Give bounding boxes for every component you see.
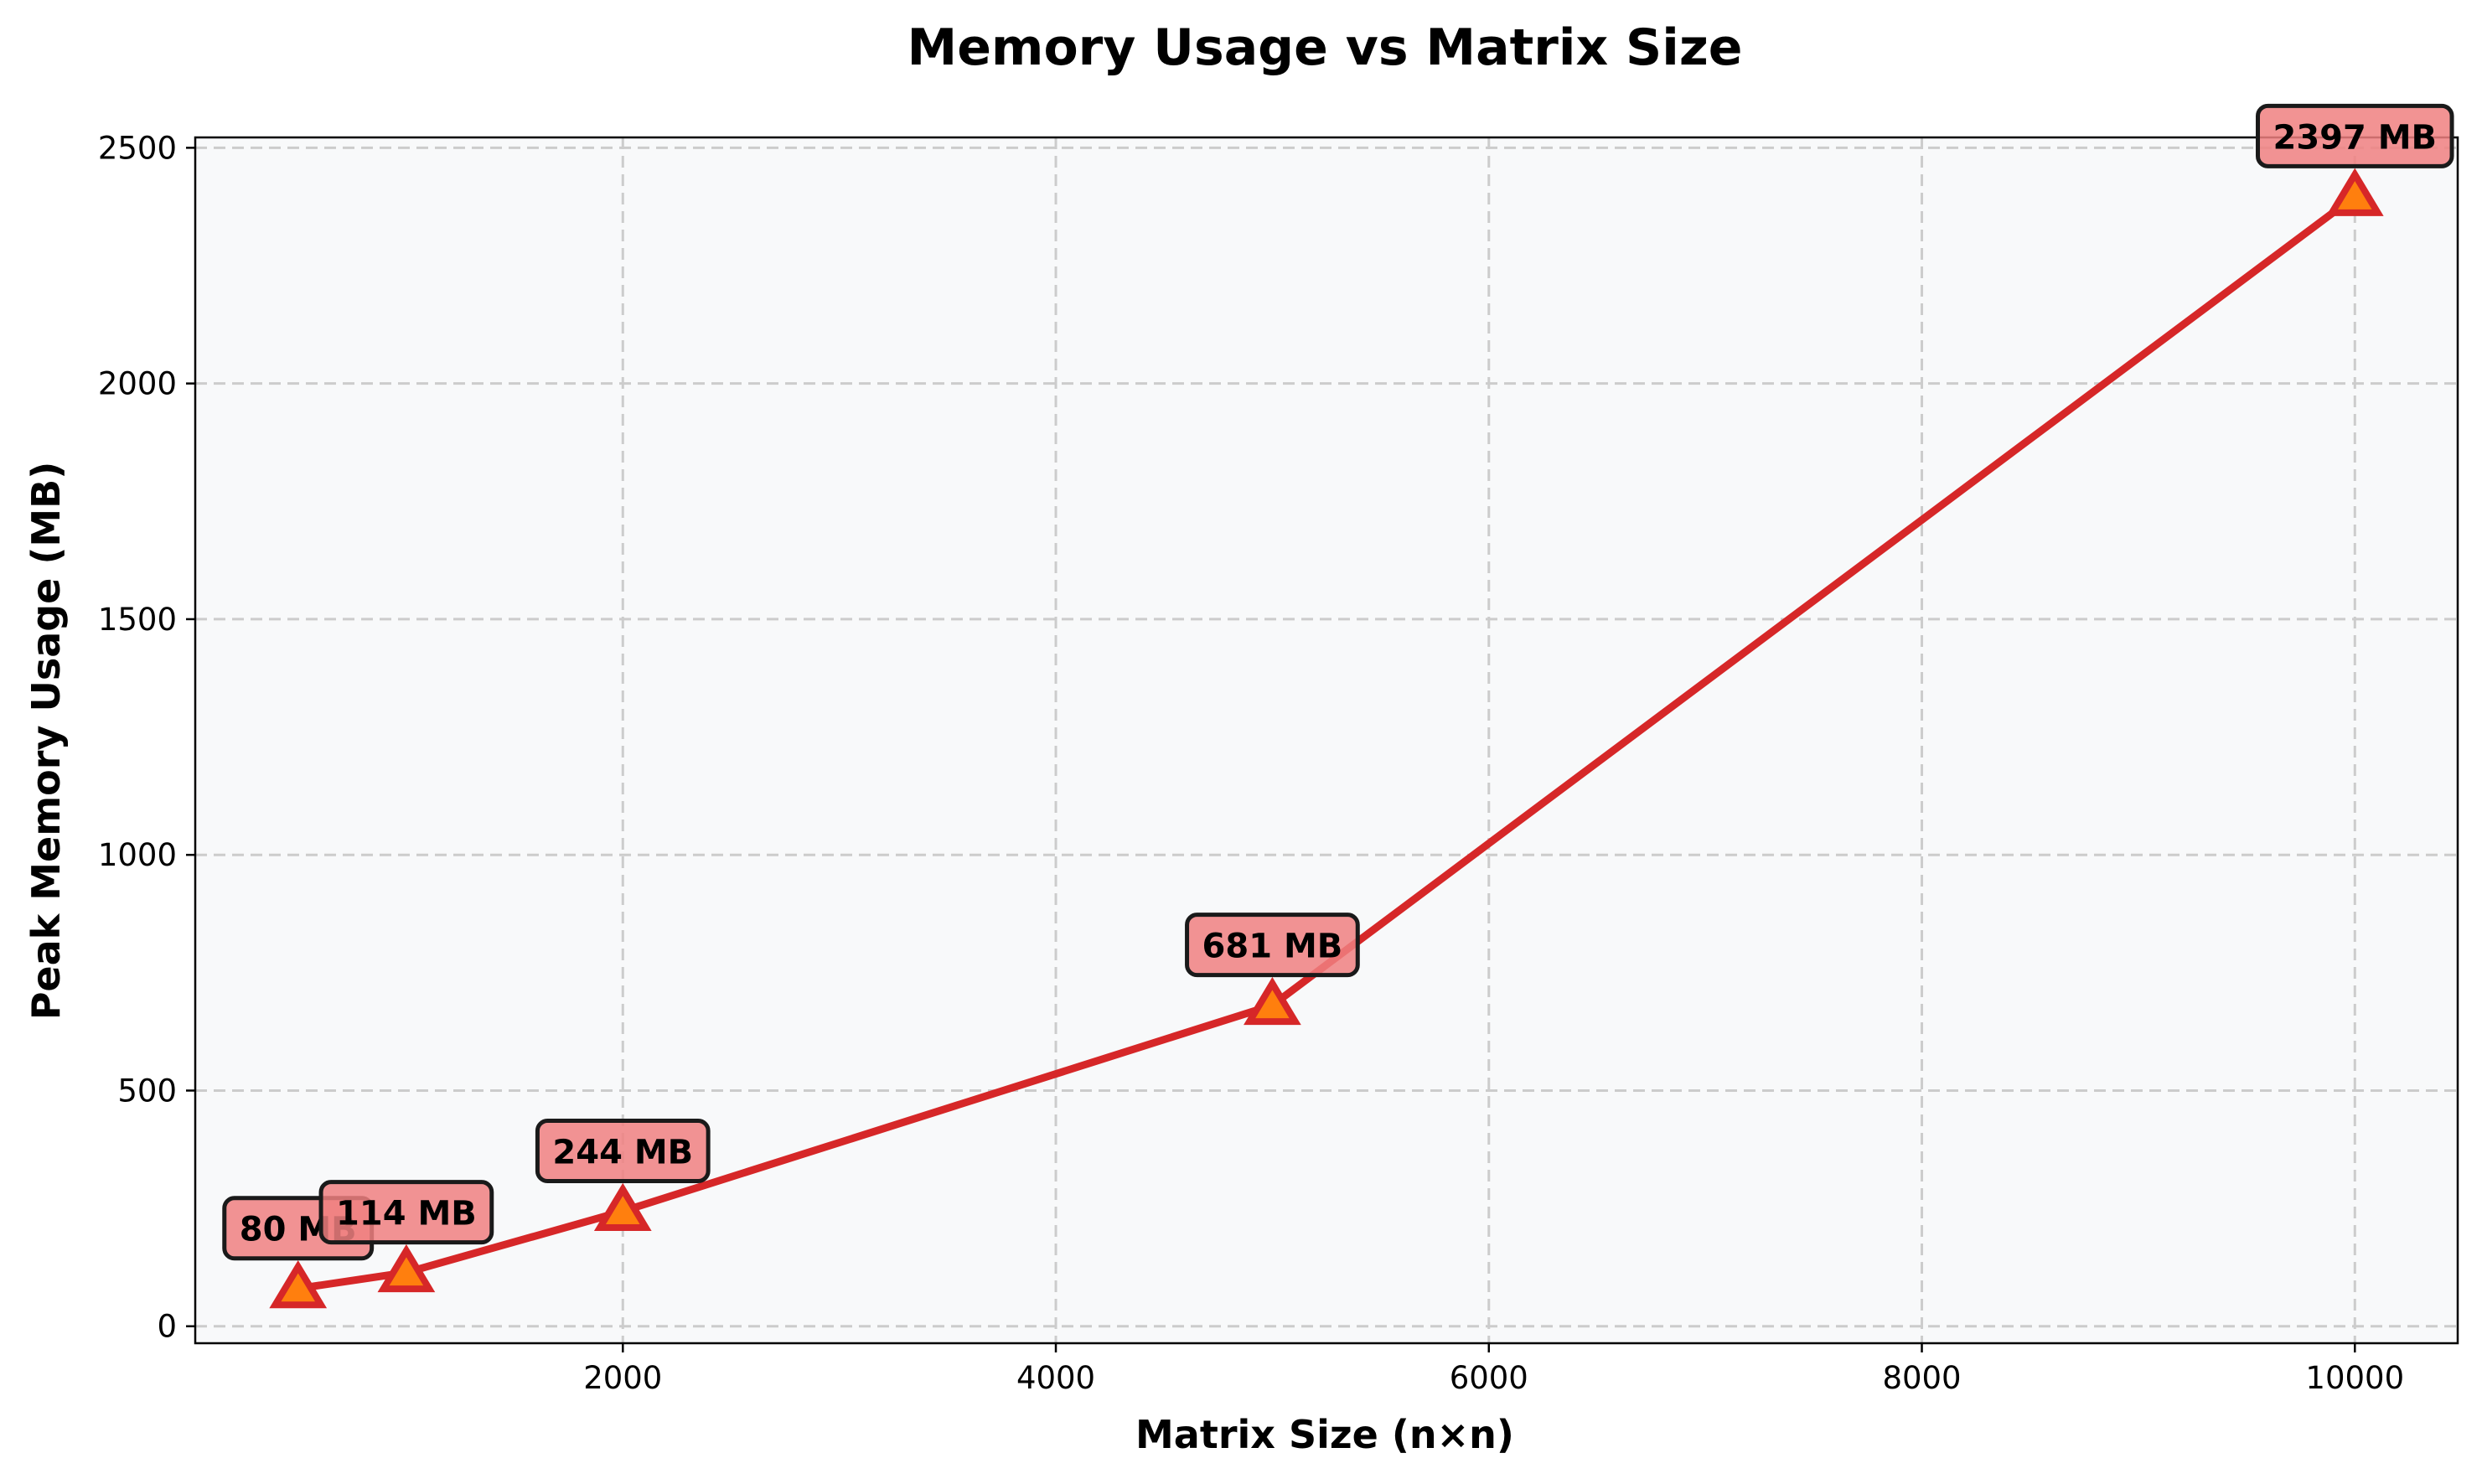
data-point-marker [377, 1244, 436, 1293]
y-tick-label: 2000 [98, 366, 177, 402]
y-tick-label: 2500 [98, 130, 177, 166]
data-point-marker [2325, 168, 2384, 216]
y-axis-label: Peak Memory Usage (MB) [23, 462, 69, 1021]
data-label-text: 2397 MB [2273, 118, 2437, 157]
data-label-text: 681 MB [1202, 928, 1343, 966]
plot-frame [194, 136, 2459, 1345]
data-label-box [1185, 913, 1360, 978]
plot-area [195, 137, 2458, 1343]
data-label-box [535, 1118, 711, 1183]
data-label-box [2255, 103, 2454, 168]
y-tick-label: 500 [117, 1073, 177, 1109]
x-tick-label: 10000 [2305, 1360, 2404, 1396]
x-tick-label: 4000 [1016, 1360, 1095, 1396]
axis-ticks: 2000 4000 6000 8000 10000 0 500 1000 1500 2000 250… [98, 130, 2404, 1396]
y-tick-label: 1000 [98, 837, 177, 873]
data-label: 244 MB [535, 1118, 711, 1183]
data-label-box [318, 1180, 494, 1245]
data-label-text: 244 MB [552, 1133, 693, 1171]
axes-border [194, 136, 2459, 1345]
data-point-marker [593, 1182, 652, 1231]
x-axis-label: Matrix Size (n×n) [1135, 1412, 1514, 1457]
data-label-text: 114 MB [336, 1195, 477, 1233]
data-point-marker [1244, 976, 1301, 1026]
y-tick-label: 0 [157, 1309, 177, 1345]
y-tick-label: 1500 [98, 602, 177, 638]
data-label: 114 MB [318, 1180, 494, 1245]
series-memory-usage [269, 168, 2384, 1309]
x-tick-label: 2000 [583, 1360, 662, 1396]
x-tick-label: 8000 [1882, 1360, 1961, 1396]
x-tick-label: 6000 [1450, 1360, 1528, 1396]
data-label: 2397 MB [2255, 103, 2454, 168]
data-label: 681 MB [1185, 913, 1360, 978]
chart-title: Memory Usage vs Matrix Size [907, 18, 1743, 77]
data-point-marker [269, 1259, 328, 1309]
